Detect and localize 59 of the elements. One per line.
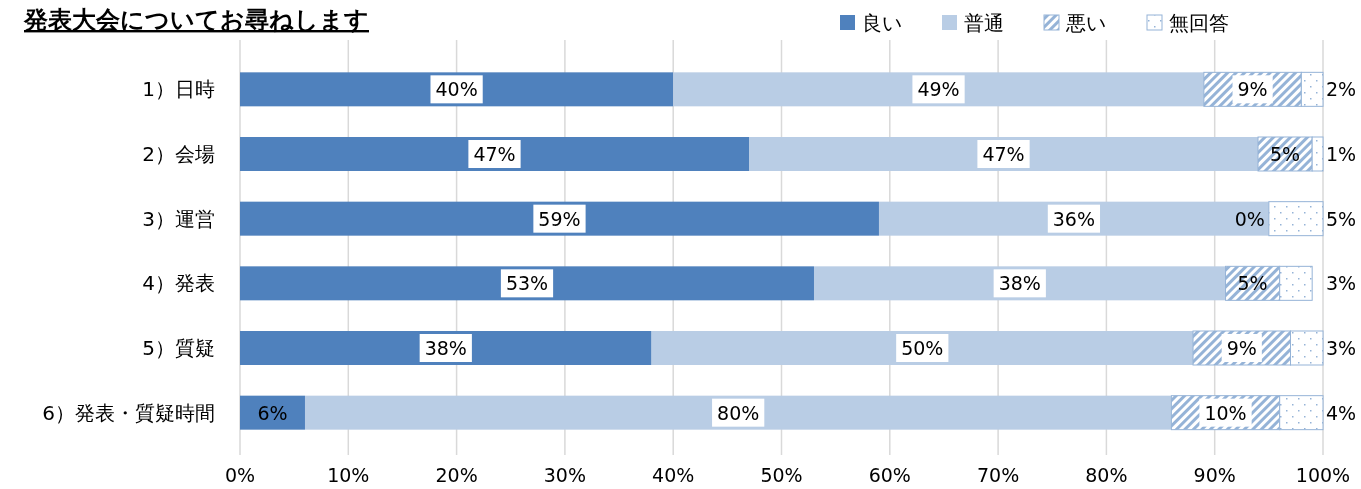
- bar: [240, 137, 750, 171]
- text: 38%: [424, 337, 467, 359]
- chart-title: 発表大会についてお尋ねします: [23, 6, 369, 34]
- bar: [240, 331, 652, 365]
- text: 9%: [1226, 337, 1257, 359]
- y-tick-label: 2）会場: [142, 142, 215, 166]
- x-tick-label: 70%: [976, 464, 1020, 486]
- bar: [240, 395, 305, 430]
- text: 80%: [717, 401, 760, 424]
- x-tick-label: 100%: [1295, 464, 1351, 486]
- bar: [878, 201, 1269, 236]
- text: 53%: [505, 272, 549, 295]
- x-tick-label: 50%: [760, 464, 803, 486]
- text: 10%: [1204, 401, 1247, 424]
- text: 59%: [538, 207, 581, 230]
- y-tick-label: 5）質疑: [142, 336, 215, 360]
- text: 9%: [1237, 78, 1268, 101]
- bar: [304, 395, 1172, 430]
- text: 3%: [1325, 272, 1357, 295]
- x-tick-label: 20%: [435, 464, 478, 486]
- bar: [240, 72, 674, 107]
- x-tick-label: 90%: [1193, 464, 1236, 486]
- bar: [240, 201, 879, 236]
- bar: [749, 137, 1259, 171]
- x-tick-label: 0%: [224, 464, 256, 486]
- text: 5%: [1270, 143, 1301, 165]
- x-tick-label: 40%: [652, 464, 695, 486]
- y-tick-label: 4）発表: [142, 271, 215, 296]
- x-tick-label: 10%: [327, 464, 370, 486]
- y-tick-label: 3）運営: [142, 206, 215, 231]
- y-tick-label: 6）発表・質疑時間: [42, 400, 215, 425]
- text: 50%: [901, 337, 944, 359]
- legend-label: 普通: [964, 11, 1004, 35]
- text: 1%: [1325, 143, 1357, 165]
- text: 38%: [998, 272, 1041, 295]
- bar: [240, 266, 814, 301]
- bar: [651, 331, 1194, 365]
- legend-label: 悪い: [1065, 11, 1106, 35]
- text: 0%: [1234, 207, 1265, 230]
- text: 5%: [1237, 272, 1268, 295]
- legend-label: 無回答: [1169, 11, 1229, 35]
- text: 2%: [1325, 78, 1357, 101]
- text: 47%: [982, 143, 1025, 165]
- x-tick-label: 60%: [868, 464, 911, 486]
- text: 36%: [1052, 207, 1096, 230]
- bar: [673, 72, 1204, 107]
- x-tick-label: 30%: [543, 464, 587, 486]
- bar: [1268, 201, 1324, 237]
- text: 3%: [1325, 337, 1357, 359]
- text: 49%: [917, 78, 960, 101]
- text: 4%: [1325, 401, 1357, 424]
- y-tick-label: 1）日時: [142, 77, 215, 102]
- text: 5%: [1325, 207, 1357, 230]
- text: 40%: [435, 78, 478, 101]
- text: 6%: [257, 401, 288, 424]
- text: 47%: [473, 143, 516, 165]
- x-tick-label: 80%: [1085, 464, 1128, 486]
- bar: [813, 266, 1226, 301]
- legend-label: 良い: [862, 11, 902, 35]
